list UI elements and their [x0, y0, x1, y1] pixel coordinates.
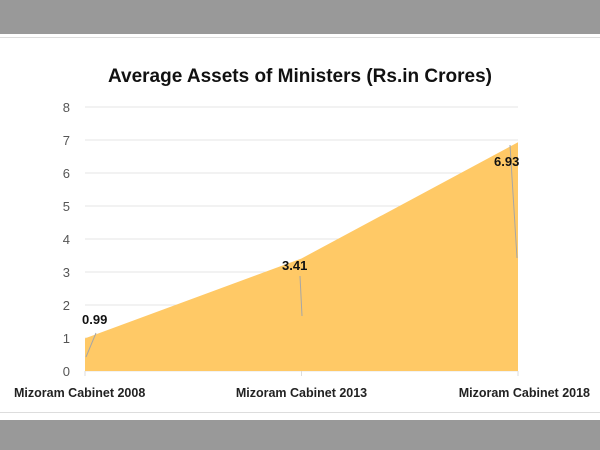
x-tick-label: Mizoram Cabinet 2013 [236, 386, 367, 400]
divider [0, 412, 600, 413]
y-tick-label: 2 [63, 298, 70, 313]
x-tick-label: Mizoram Cabinet 2008 [14, 386, 145, 400]
y-tick-label: 8 [63, 100, 70, 115]
chart-title: Average Assets of Ministers (Rs.in Crore… [108, 66, 492, 87]
bottom-frame-band [0, 420, 600, 450]
area-series [85, 142, 518, 371]
data-label: 3.41 [282, 258, 307, 273]
y-tick-label: 6 [63, 166, 70, 181]
leader-line [509, 144, 518, 259]
leader-line [85, 332, 97, 358]
leader-line [299, 275, 303, 317]
y-tick-label: 1 [63, 331, 70, 346]
x-tick-label: Mizoram Cabinet 2018 [459, 386, 590, 400]
data-label: 0.99 [82, 312, 107, 327]
y-tick-label: 3 [63, 265, 70, 280]
top-frame-band [0, 0, 600, 34]
y-tick-label: 5 [63, 199, 70, 214]
y-tick-label: 7 [63, 133, 70, 148]
y-tick-label: 0 [63, 364, 70, 379]
y-tick-label: 4 [63, 232, 70, 247]
divider [0, 37, 600, 38]
data-label: 6.93 [494, 154, 519, 169]
